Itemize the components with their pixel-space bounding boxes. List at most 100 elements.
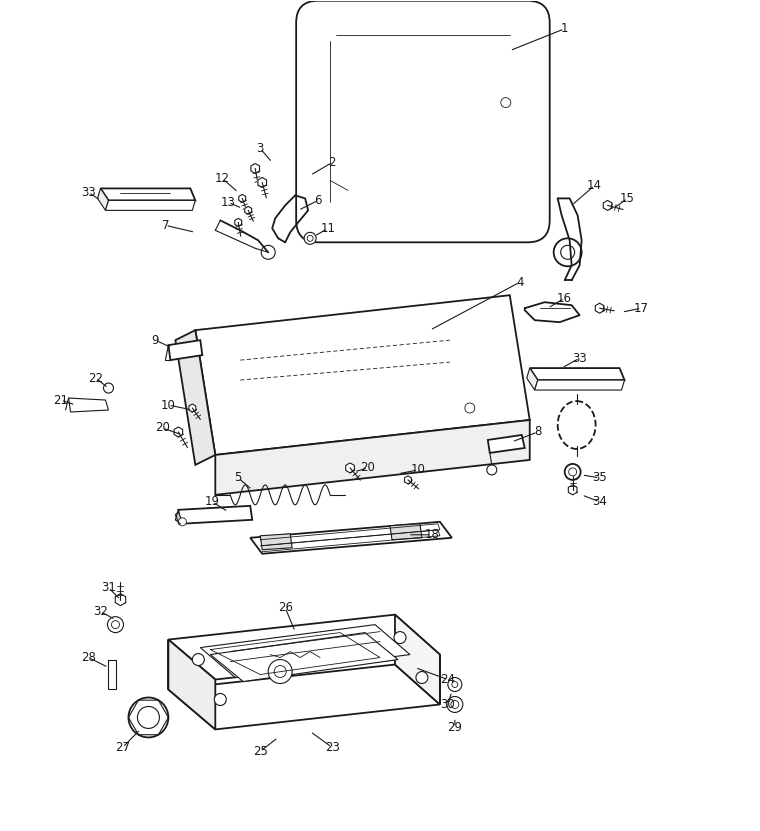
Circle shape: [465, 403, 475, 413]
Circle shape: [214, 694, 226, 706]
Text: 4: 4: [516, 276, 524, 288]
Circle shape: [501, 97, 511, 107]
Polygon shape: [530, 368, 625, 380]
Polygon shape: [169, 615, 440, 680]
Polygon shape: [239, 194, 245, 203]
Text: 13: 13: [221, 196, 236, 209]
Ellipse shape: [558, 401, 596, 449]
Text: 8: 8: [534, 425, 541, 439]
Text: 30: 30: [441, 698, 455, 711]
Text: 26: 26: [277, 601, 293, 614]
Circle shape: [261, 245, 275, 259]
Text: 24: 24: [440, 673, 455, 686]
Text: 28: 28: [81, 651, 96, 664]
Text: 19: 19: [204, 495, 220, 509]
Polygon shape: [201, 625, 410, 677]
Polygon shape: [488, 435, 524, 453]
Polygon shape: [176, 330, 215, 465]
Text: 20: 20: [360, 461, 375, 475]
Polygon shape: [116, 593, 125, 606]
Polygon shape: [68, 398, 109, 412]
Text: 5: 5: [235, 471, 242, 484]
Text: 14: 14: [587, 179, 602, 192]
Circle shape: [561, 245, 575, 259]
Polygon shape: [404, 476, 411, 484]
Circle shape: [447, 696, 463, 712]
Polygon shape: [568, 484, 577, 494]
Circle shape: [487, 465, 497, 475]
Circle shape: [568, 468, 577, 476]
Circle shape: [274, 666, 287, 677]
Polygon shape: [169, 665, 440, 730]
Circle shape: [448, 677, 462, 691]
Text: 12: 12: [215, 172, 230, 185]
Text: 20: 20: [155, 421, 169, 435]
Circle shape: [565, 464, 581, 479]
Text: 1: 1: [561, 22, 568, 35]
Polygon shape: [100, 189, 195, 200]
Polygon shape: [346, 463, 354, 473]
Text: 35: 35: [592, 471, 607, 484]
Text: 16: 16: [557, 292, 572, 305]
Polygon shape: [176, 512, 182, 525]
Text: 21: 21: [53, 394, 68, 406]
Polygon shape: [195, 295, 530, 455]
Polygon shape: [211, 632, 398, 681]
Circle shape: [268, 660, 292, 684]
Circle shape: [307, 235, 313, 241]
Text: 10: 10: [410, 464, 426, 476]
Circle shape: [112, 621, 119, 628]
Polygon shape: [527, 368, 538, 390]
Text: 11: 11: [321, 222, 336, 235]
Polygon shape: [258, 178, 267, 188]
Text: 7: 7: [162, 219, 169, 232]
Text: 3: 3: [257, 142, 264, 155]
Polygon shape: [179, 506, 252, 524]
Circle shape: [103, 383, 113, 393]
Polygon shape: [390, 524, 422, 540]
Polygon shape: [106, 200, 195, 210]
Polygon shape: [595, 303, 604, 313]
Polygon shape: [97, 189, 109, 210]
Circle shape: [304, 233, 316, 244]
Circle shape: [128, 697, 169, 737]
Circle shape: [179, 518, 186, 526]
Polygon shape: [235, 219, 242, 226]
Text: 22: 22: [88, 371, 103, 385]
Text: 29: 29: [448, 721, 462, 734]
Text: 18: 18: [425, 529, 439, 541]
Text: 31: 31: [101, 581, 116, 594]
Text: 17: 17: [634, 302, 649, 315]
Polygon shape: [250, 522, 452, 553]
Circle shape: [192, 653, 204, 666]
Text: 25: 25: [253, 745, 268, 758]
Text: 2: 2: [328, 156, 336, 169]
Polygon shape: [189, 404, 196, 412]
Polygon shape: [215, 420, 530, 494]
Circle shape: [138, 706, 160, 729]
Circle shape: [451, 701, 459, 709]
Polygon shape: [535, 380, 625, 390]
Polygon shape: [603, 200, 612, 210]
Circle shape: [452, 681, 458, 687]
Polygon shape: [169, 640, 215, 730]
Polygon shape: [251, 164, 260, 174]
Text: 34: 34: [592, 495, 607, 509]
Text: 33: 33: [81, 186, 96, 199]
Polygon shape: [174, 427, 182, 437]
Text: 10: 10: [161, 399, 176, 411]
Text: 6: 6: [315, 194, 322, 207]
Text: 27: 27: [115, 741, 130, 754]
Text: 9: 9: [152, 333, 159, 347]
FancyBboxPatch shape: [296, 1, 549, 243]
Polygon shape: [260, 534, 292, 550]
Polygon shape: [169, 340, 202, 360]
Text: 32: 32: [93, 605, 108, 618]
Bar: [109, 660, 116, 690]
Circle shape: [394, 632, 406, 643]
Polygon shape: [395, 615, 440, 705]
Polygon shape: [245, 206, 252, 214]
Circle shape: [107, 617, 123, 632]
Circle shape: [416, 671, 428, 684]
Text: 15: 15: [620, 192, 635, 205]
